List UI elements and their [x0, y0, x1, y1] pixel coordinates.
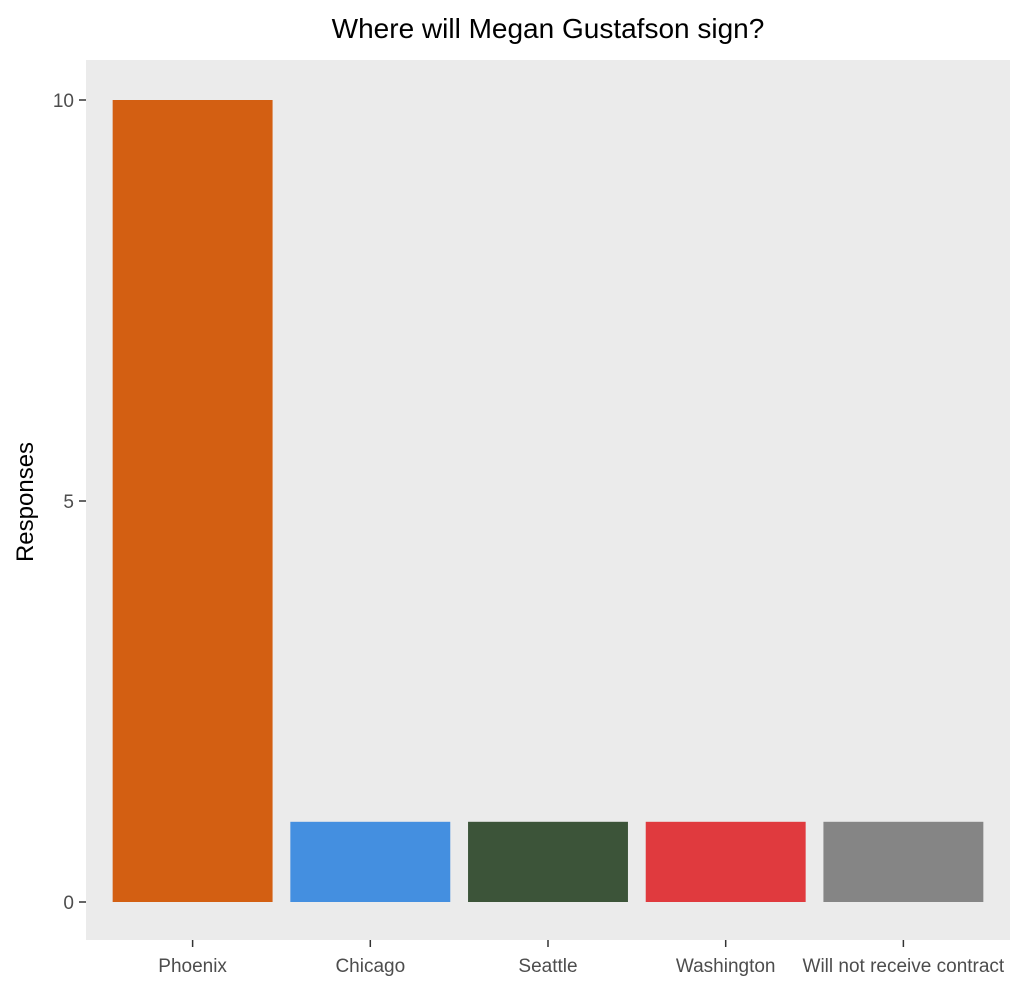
y-tick-label: 5: [63, 492, 74, 513]
y-tick-label: 0: [63, 893, 74, 914]
bar-will-not-receive-contract: [823, 821, 984, 902]
bars: [112, 100, 984, 902]
x-tick-label: Seattle: [518, 956, 577, 977]
chart-title: Where will Megan Gustafson sign?: [332, 13, 765, 44]
x-tick-label: Will not receive contract: [803, 956, 1005, 977]
x-axis: Phoenix Chicago Seattle Washington Will not …: [158, 940, 1005, 977]
x-tick-label: Chicago: [335, 956, 405, 977]
bar-seattle: [468, 821, 628, 902]
y-tick-label: 10: [53, 91, 74, 112]
bar-chicago: [290, 821, 451, 902]
x-tick-label: Washington: [676, 956, 776, 977]
x-tick-label: Phoenix: [158, 956, 227, 977]
y-axis: 0 5 10: [53, 91, 86, 914]
bar-phoenix: [112, 100, 273, 902]
bar-washington: [645, 821, 806, 902]
y-axis-label: Responses: [12, 442, 39, 562]
